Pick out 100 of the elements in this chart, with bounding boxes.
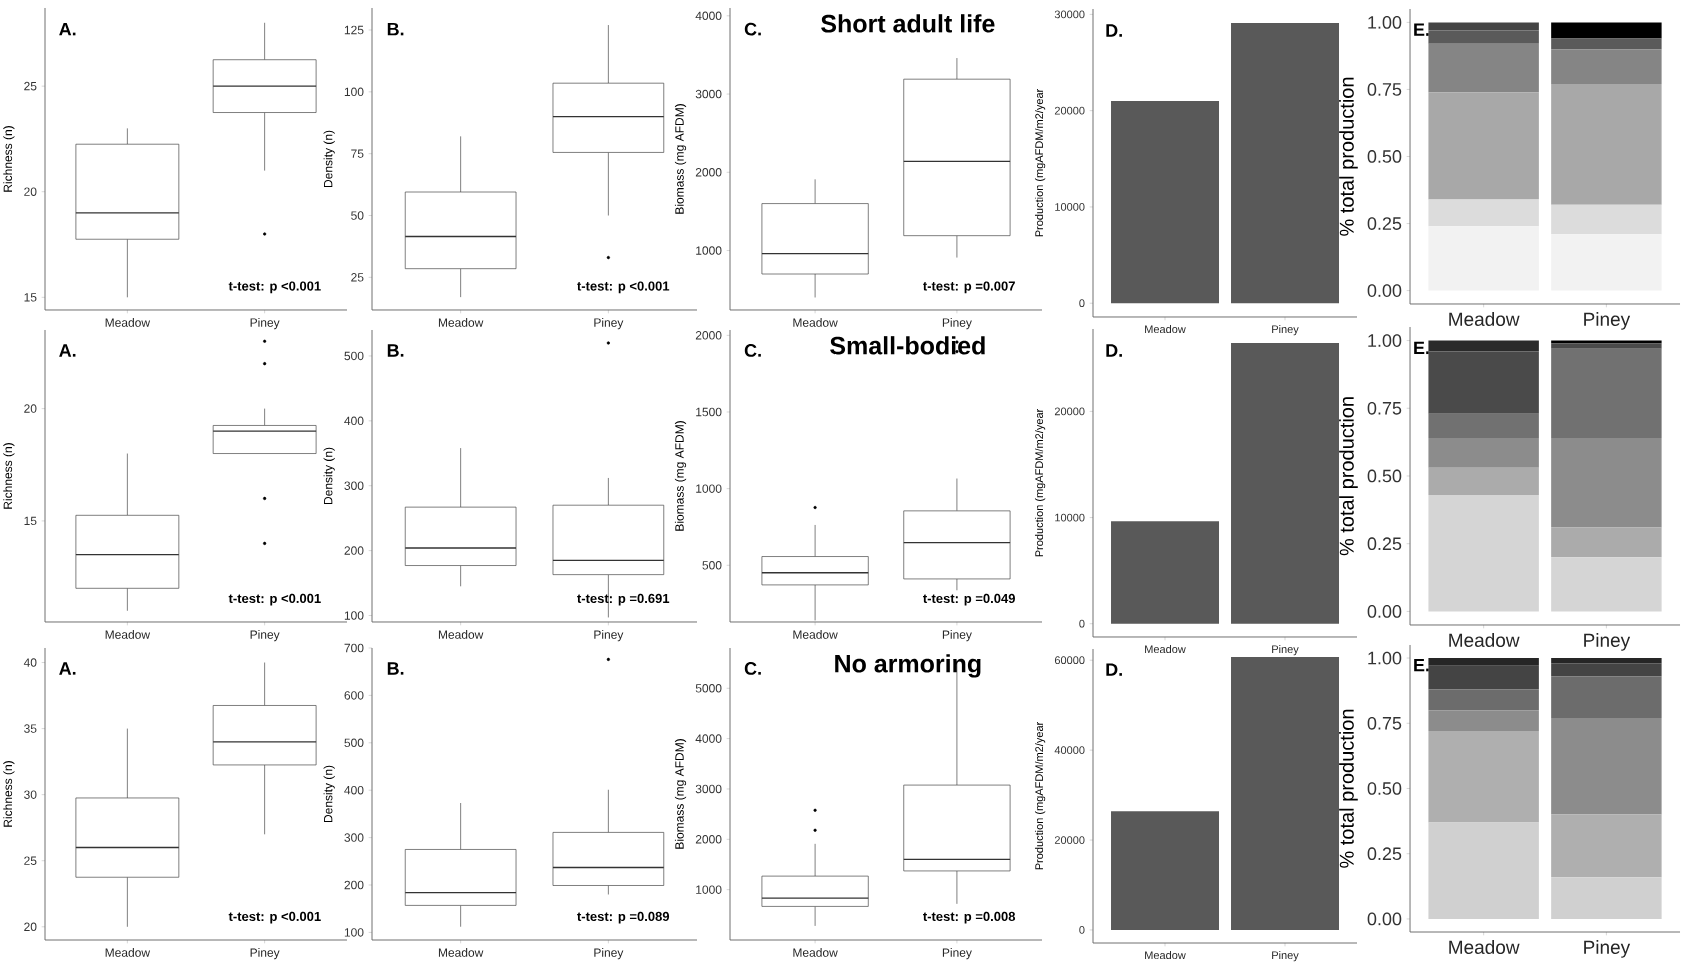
y-tick-label: 300 [344,481,364,490]
y-tick-label: 125 [344,25,364,35]
bar [1428,30,1539,44]
annotation: B. [387,22,404,36]
y-tick-label: 10000 [1055,203,1085,211]
bar [1551,22,1662,39]
bar [1428,658,1539,666]
y-tick-label: 500 [702,561,722,570]
y-tick-label: 100 [344,611,364,620]
x-tick-label: Piney [1584,312,1631,330]
bar [1551,658,1662,664]
annotation: t-test: p =0.691 [577,593,670,606]
y-axis-title: Richness (n) [3,761,15,827]
y-axis-title: Richness (n) [3,126,15,192]
annotation: E. [1414,23,1429,36]
y-tick-label: 0.25 [1367,847,1402,861]
annotation: E. [1414,658,1429,672]
x-tick-label: Piney [1272,645,1299,656]
y-axis-title: Biomass (mg AFDM) [674,421,687,531]
y-tick-label: 1500 [696,407,722,417]
annotation: C. [744,344,761,357]
bar [1428,340,1539,352]
y-tick-label: 300 [344,833,364,842]
bar [1428,710,1539,732]
y-tick-label: 400 [344,785,364,795]
x-tick-label: Piney [1272,951,1299,962]
x-tick-label: Meadow [793,318,838,327]
annotation: t-test: p =0.007 [923,281,1015,294]
y-tick-label: 20 [24,187,37,196]
bar [1428,731,1539,823]
y-tick-label: 0.75 [1367,401,1402,415]
bar [1551,84,1662,205]
y-tick-label: 100 [344,928,364,937]
bar [1551,814,1662,878]
y-tick-label: 75 [351,149,364,158]
y-tick-label: 0 [1079,926,1085,934]
x-tick-label: Meadow [105,318,151,327]
y-tick-label: 0.50 [1367,782,1402,795]
y-tick-label: 1.00 [1368,651,1402,665]
x-tick-label: Piney [942,318,972,330]
chart-title: Small-bodied [830,336,985,355]
bar [1428,413,1539,439]
bar [1428,351,1539,414]
y-tick-label: 25 [24,856,37,865]
y-tick-label: 2000 [695,331,722,340]
bar [1551,718,1662,815]
y-tick-label: 1.00 [1368,16,1402,29]
y-tick-label: 30000 [1054,10,1085,19]
y-tick-label: 700 [344,643,364,653]
x-tick-label: Meadow [438,630,484,639]
y-axis-title: Richness (n) [3,443,15,509]
x-tick-label: Meadow [438,948,484,957]
y-tick-label: 0.25 [1367,217,1402,230]
x-tick-label: Meadow [793,630,838,639]
annotation: t-test: p <0.001 [228,911,321,924]
y-axis-title: Density (n) [323,765,335,823]
annotation: E. [1414,341,1429,355]
annotation: t-test: p <0.001 [577,281,670,294]
x-tick-label: Meadow [105,948,151,957]
y-tick-label: 60000 [1054,656,1085,665]
x-tick-label: Piney [1584,940,1631,958]
y-tick-label: 3000 [695,89,722,99]
annotation: B. [387,662,404,675]
annotation: A. [59,344,76,357]
annotation: A. [59,662,76,675]
y-tick-label: 35 [24,724,37,733]
x-tick-label: Meadow [438,318,484,327]
y-tick-label: 25 [351,273,364,282]
y-tick-label: 20000 [1054,407,1085,416]
bar [1428,226,1539,291]
y-axis-title: Biomass (mg AFDM) [674,104,687,214]
x-tick-label: Piney [250,630,280,642]
annotation: A. [59,22,76,36]
annotation: D. [1106,24,1122,37]
y-tick-label: 0.75 [1367,716,1402,730]
y-tick-label: 3000 [695,784,722,794]
y-tick-label: 0.00 [1367,605,1402,618]
y-tick-label: 0.50 [1367,469,1402,483]
annotation: C. [744,662,761,675]
y-tick-label: 25 [24,81,37,91]
y-axis-title: % total production [1339,709,1358,868]
y-axis-title: Production (mgAFDM/m2/year [1034,721,1046,870]
bar [1551,49,1662,85]
bar [1551,527,1662,558]
y-tick-label: 500 [344,738,364,748]
y-axis-title: % total production [1339,397,1358,556]
y-tick-label: 100 [344,87,364,97]
y-tick-label: 600 [344,691,364,700]
x-tick-label: Meadow [1449,312,1520,326]
y-tick-label: 50 [351,211,364,220]
y-tick-label: 5000 [695,684,722,693]
bar [1551,663,1662,677]
bar [1551,438,1662,528]
bar [1428,199,1539,227]
y-axis-title: Production (mgAFDM/m2/year [1034,408,1046,557]
y-tick-label: 0.00 [1367,284,1402,297]
annotation: t-test: p =0.008 [923,911,1016,924]
y-tick-label: 0.75 [1367,83,1402,96]
y-axis-title: % total production [1339,77,1358,236]
annotation: B. [387,344,404,357]
